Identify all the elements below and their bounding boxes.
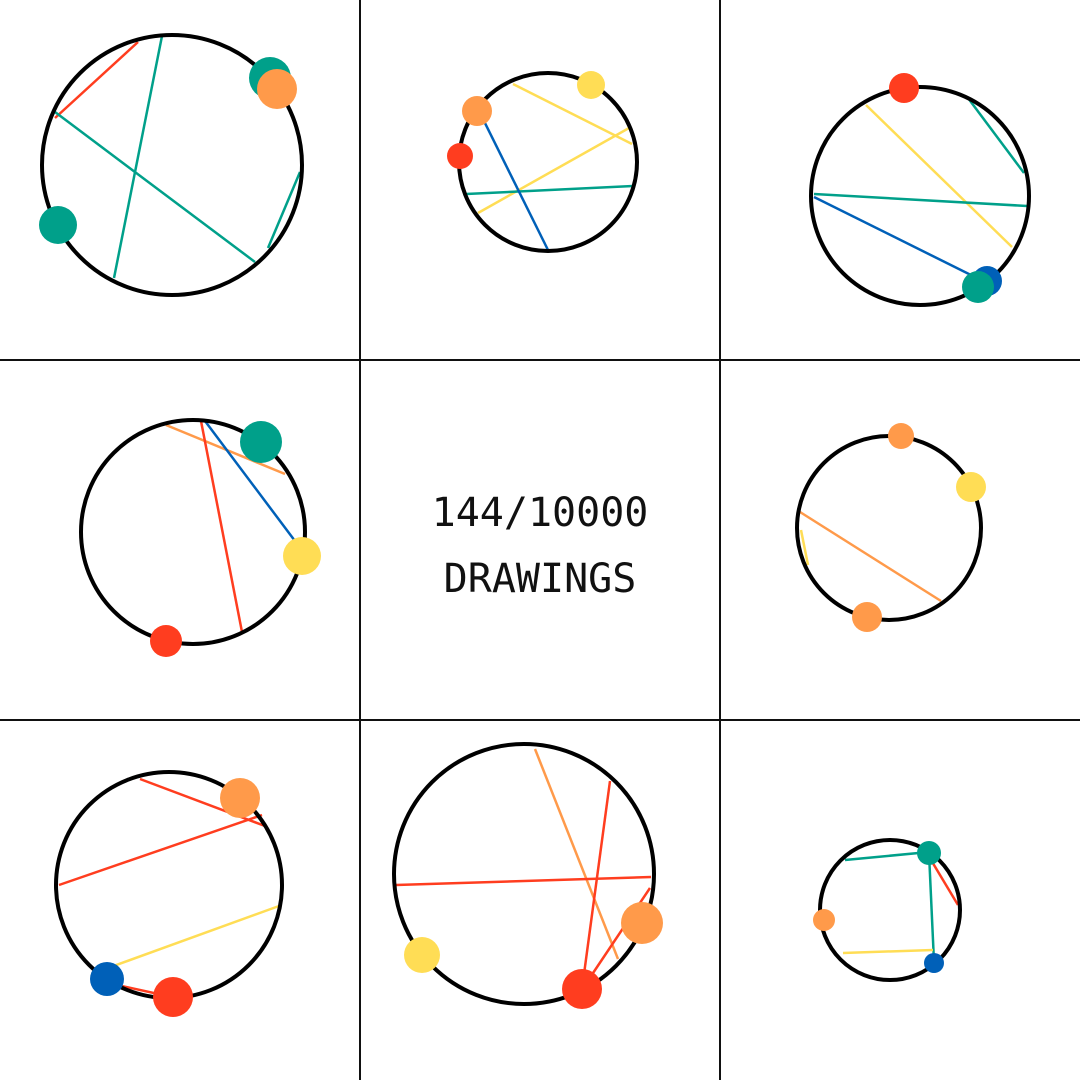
drawing-cell-7 <box>54 770 284 1017</box>
chord-line <box>478 112 550 251</box>
chord-line <box>139 777 266 828</box>
chord-line <box>799 529 810 566</box>
chord-line <box>533 748 620 960</box>
drawing-cell-3 <box>809 73 1031 307</box>
node-dot <box>924 953 944 973</box>
chord-line <box>58 813 263 887</box>
node-dot <box>240 421 282 463</box>
drawing-circle <box>79 418 307 646</box>
chord-line <box>929 859 960 906</box>
chord-line <box>966 97 1026 174</box>
drawing-cell-8 <box>392 742 663 1009</box>
node-dot <box>562 969 602 1009</box>
chord-line <box>112 35 164 279</box>
drawing-count: 144/10000 <box>431 490 649 536</box>
node-dot <box>257 69 297 109</box>
chord-line <box>199 420 244 633</box>
node-dot <box>577 71 605 99</box>
drawing-cell-2 <box>447 71 639 253</box>
node-dot <box>153 977 193 1017</box>
chord-line <box>465 184 634 196</box>
chord-line <box>927 852 936 963</box>
chord-line <box>865 104 1013 248</box>
chord-line <box>477 126 630 215</box>
node-dot <box>447 143 473 169</box>
node-dot <box>852 602 882 632</box>
node-dot <box>90 962 124 996</box>
chord-line <box>842 948 934 955</box>
node-dot <box>621 902 663 944</box>
chord-line <box>107 904 280 970</box>
chord-line <box>580 780 612 990</box>
node-dot <box>889 73 919 103</box>
node-dot <box>39 206 77 244</box>
node-dot <box>956 472 986 502</box>
node-dot <box>220 778 260 818</box>
drawing-circle <box>809 85 1031 307</box>
chord-line <box>395 875 652 887</box>
drawing-circle <box>40 33 304 297</box>
chord-line <box>512 82 633 146</box>
chord-line <box>799 510 942 603</box>
node-dot <box>283 537 321 575</box>
chord-line <box>204 420 299 546</box>
drawing-cell-6 <box>795 423 986 632</box>
node-dot <box>404 937 440 973</box>
drawing-cell-9 <box>813 838 962 982</box>
node-dot <box>962 271 994 303</box>
chord-line <box>266 171 302 249</box>
node-dot <box>888 423 914 449</box>
drawings-label: DRAWINGS <box>443 556 637 602</box>
chord-line <box>813 192 1028 208</box>
node-dot <box>150 625 182 657</box>
node-dot <box>917 841 941 865</box>
drawing-cell-1 <box>39 33 304 297</box>
chord-line <box>54 111 256 263</box>
drawing-circle <box>392 742 656 1006</box>
node-dot <box>462 96 492 126</box>
chord-line <box>54 41 139 119</box>
chord-line <box>844 850 930 862</box>
chord-line <box>813 195 986 284</box>
node-dot <box>813 909 835 931</box>
drawing-cell-4 <box>79 418 321 657</box>
